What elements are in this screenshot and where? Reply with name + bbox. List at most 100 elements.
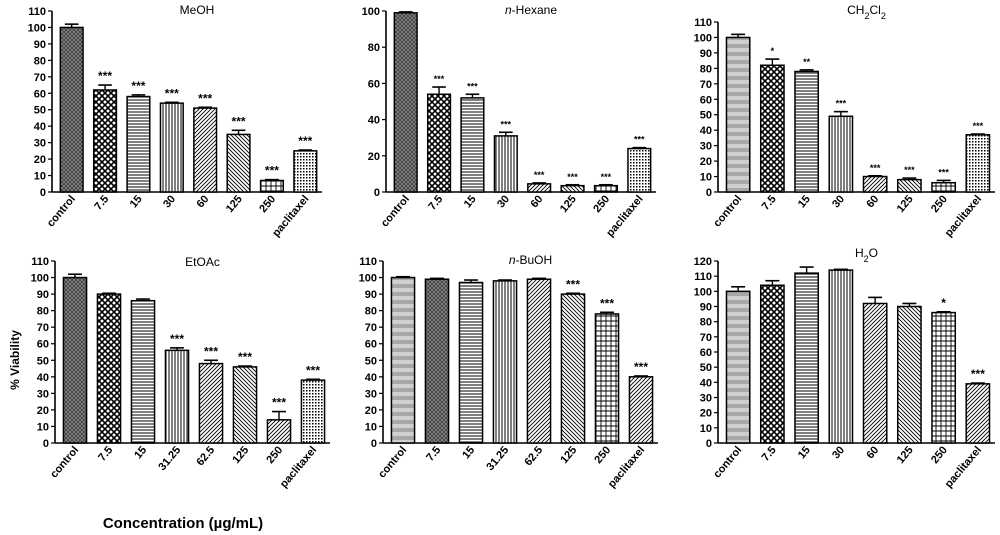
- significance-label-7: ***: [938, 167, 949, 177]
- y-tick-label: 90: [700, 48, 712, 60]
- bar-6: [560, 293, 586, 444]
- y-tick-label: 80: [34, 55, 46, 67]
- panel-title: MeOH: [180, 3, 215, 17]
- y-tick-label: 60: [37, 339, 49, 351]
- significance-label-5: ***: [870, 163, 881, 173]
- y-tick-label: 80: [700, 63, 712, 75]
- category-label-3: 15: [460, 444, 477, 461]
- y-tick-label: 0: [374, 187, 380, 199]
- significance-label-7: *: [941, 296, 946, 310]
- y-tick-label: 60: [368, 78, 380, 90]
- y-tick-label: 110: [694, 17, 712, 29]
- y-tick-label: 80: [700, 317, 712, 329]
- panel-title: n-BuOH: [509, 253, 552, 267]
- chart-panel-3: 0 10 20 30 40 50 60 70 80 90 100 110 control * 7.5 ** 15…: [694, 3, 995, 239]
- category-label-1: control: [376, 444, 409, 480]
- category-label-6: 125: [224, 193, 245, 215]
- y-tick-label: 100: [359, 273, 377, 285]
- category-label-3: 15: [132, 444, 149, 461]
- category-label-3: 15: [128, 193, 145, 210]
- bar-5: [527, 183, 552, 193]
- y-tick-label: 30: [700, 141, 712, 153]
- category-label-5: 60: [194, 193, 211, 210]
- category-label-5: 62.5: [522, 444, 545, 468]
- bar-8: [965, 134, 991, 193]
- category-label-7: 250: [929, 193, 950, 215]
- bar-3: [794, 272, 820, 444]
- bar-4: [492, 280, 518, 444]
- y-tick-label: 100: [31, 273, 49, 285]
- category-label-4: 31.25: [156, 444, 183, 473]
- y-tick-label: 60: [700, 94, 712, 106]
- y-tick-label: 40: [365, 372, 377, 384]
- y-tick-label: 100: [28, 22, 46, 34]
- y-tick-label: 50: [34, 105, 46, 117]
- category-label-6: 125: [230, 444, 251, 466]
- category-label-4: 31.25: [484, 444, 511, 473]
- y-tick-label: 20: [700, 156, 712, 168]
- y-tick-label: 90: [37, 289, 49, 301]
- bar-3: [130, 299, 156, 444]
- y-tick-label: 70: [700, 332, 712, 344]
- y-tick-label: 100: [694, 286, 712, 298]
- y-tick-label: 40: [37, 372, 49, 384]
- y-tick-label: 30: [365, 388, 377, 400]
- significance-label-7: ***: [272, 396, 286, 410]
- y-tick-label: 10: [700, 423, 712, 435]
- y-tick-label: 110: [359, 256, 377, 268]
- chart-panel-4: 0 10 20 30 40 50 60 70 80 90 100 110 control 7.5 15 ***…: [31, 255, 330, 490]
- chart-panel-6: 0 10 20 30 40 50 60 70 80 90 100 110 120 control 7.5 15…: [694, 246, 995, 490]
- significance-label-2: *: [771, 46, 775, 56]
- bar-3: [460, 97, 485, 193]
- bar-5: [198, 362, 224, 444]
- category-label-7: 250: [257, 193, 278, 215]
- bar-3: [126, 95, 151, 193]
- category-label-3: 15: [796, 193, 813, 210]
- bar-3: [794, 70, 820, 193]
- significance-label-4: ***: [501, 119, 512, 129]
- significance-label-5: ***: [534, 170, 545, 180]
- bar-7: [931, 311, 957, 444]
- significance-label-6: ***: [238, 350, 252, 364]
- category-label-4: 30: [830, 193, 847, 210]
- y-tick-label: 70: [34, 72, 46, 84]
- category-label-7: 250: [929, 444, 950, 466]
- bar-2: [92, 89, 118, 193]
- category-label-2: 7.5: [92, 193, 111, 212]
- significance-label-3: **: [803, 57, 811, 67]
- y-tick-label: 30: [700, 393, 712, 405]
- category-label-6: 125: [895, 444, 916, 466]
- y-tick-label: 40: [700, 125, 712, 137]
- category-label-2: 7.5: [760, 444, 779, 463]
- significance-label-5: ***: [204, 344, 218, 358]
- bar-8: [300, 379, 326, 444]
- category-label-7: 250: [264, 444, 285, 466]
- y-tick-label: 70: [365, 322, 377, 334]
- y-tick-label: 10: [365, 421, 377, 433]
- category-label-4: 30: [830, 444, 847, 461]
- y-tick-label: 0: [40, 187, 46, 199]
- significance-label-6: ***: [232, 114, 246, 128]
- bar-7: [593, 184, 619, 193]
- bar-2: [424, 278, 450, 444]
- category-label-7: 250: [591, 193, 612, 215]
- significance-label-5: ***: [198, 91, 212, 105]
- y-tick-label: 10: [700, 172, 712, 184]
- y-tick-label: 110: [694, 271, 712, 283]
- bar-4: [159, 102, 184, 193]
- category-label-5: 60: [864, 193, 881, 210]
- bar-6: [560, 184, 585, 193]
- bar-8: [627, 147, 652, 193]
- panel-title: CH2Cl2: [847, 3, 886, 21]
- bar-5: [862, 302, 888, 444]
- significance-label-4: ***: [165, 86, 179, 100]
- bar-8: [965, 383, 991, 444]
- y-tick-label: 80: [37, 306, 49, 318]
- y-tick-label: 90: [700, 302, 712, 314]
- significance-label-8: ***: [973, 121, 984, 131]
- category-label-1: control: [711, 444, 744, 480]
- significance-label-6: ***: [567, 172, 578, 182]
- bar-1: [393, 12, 418, 193]
- chart-panel-5: 0 10 20 30 40 50 60 70 80 90 100 110 control 7.5 15 31.…: [359, 253, 658, 490]
- category-label-2: 7.5: [760, 193, 779, 212]
